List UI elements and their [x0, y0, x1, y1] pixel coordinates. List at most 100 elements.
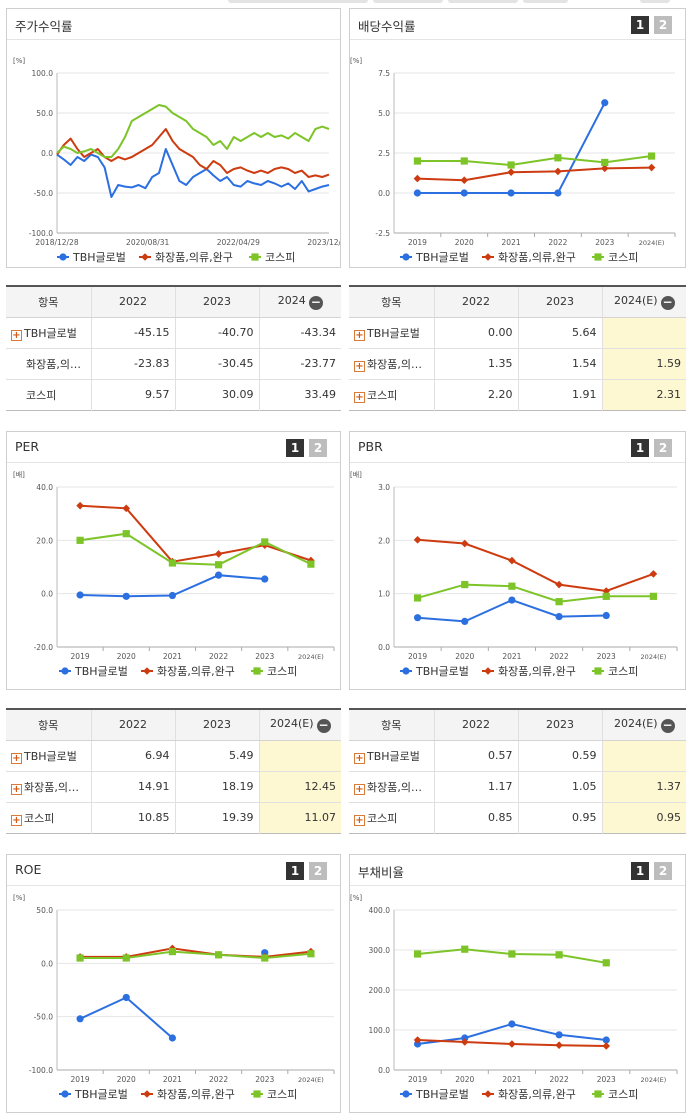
- pbr-chart: [배] 3.0 2.0 1.0 0.0 2019 2020 2021 2022 2023 2024(…: [350, 470, 678, 678]
- stock-return-panel: 주가수익률 [%] 100.0 50.0 0.0 -50.0 -100.0 2018/12/…: [6, 8, 351, 268]
- value-cell: [601, 740, 686, 772]
- x-tick-label: 2022: [209, 652, 228, 661]
- data-point-kospi: [413, 950, 422, 958]
- data-point-sector: [460, 539, 469, 548]
- chart-legend: TBH글로벌 화장품,의류,완구 코스피: [400, 1088, 638, 1101]
- legend-label-kospi: 코스피: [608, 1088, 638, 1101]
- page-2-button[interactable]: 2: [654, 862, 672, 880]
- series-sector: [413, 536, 658, 595]
- panel-title: ROE: [15, 862, 42, 877]
- page-1-button[interactable]: 1: [286, 862, 304, 880]
- y-tick-label: -2.5: [375, 229, 390, 238]
- value-cell: 19.39: [174, 802, 259, 833]
- debt-ratio-panel: 부채비율 1 2 [%] 400.0 300.0 200.0 100.0 0.0 2019 2…: [349, 854, 686, 1113]
- row-label-cell[interactable]: + TBH글로벌: [349, 317, 434, 349]
- data-point-sector: [554, 167, 562, 176]
- data-point-kospi: [508, 582, 516, 590]
- column-header: 2024−: [258, 286, 341, 318]
- page-1-button[interactable]: 1: [631, 16, 649, 34]
- y-unit-label: [%]: [350, 57, 362, 65]
- row-label-cell[interactable]: + 코스피: [6, 802, 91, 833]
- y-tick-label: 100.0: [369, 1026, 391, 1035]
- legend-marker-kospi: [594, 253, 602, 261]
- collapse-column-icon[interactable]: −: [308, 294, 323, 310]
- column-header: 2022: [90, 286, 175, 318]
- roe-header: ROE 1 2: [7, 855, 340, 886]
- data-point-kospi: [214, 561, 223, 569]
- page-2-button[interactable]: 2: [309, 439, 327, 457]
- x-tick-label: 2022: [548, 238, 567, 247]
- row-label-cell[interactable]: + 코스피: [349, 379, 434, 410]
- expand-row-icon[interactable]: +: [354, 391, 365, 403]
- row-label-cell[interactable]: + 코스피: [349, 802, 434, 833]
- row-label-cell[interactable]: + 화장품,의…: [6, 771, 91, 803]
- series-line-sector: [417, 166, 652, 182]
- series-line-sector: [56, 128, 330, 178]
- y-tick-label: 0.0: [378, 643, 390, 652]
- expand-row-icon[interactable]: +: [11, 752, 22, 764]
- expand-row-icon[interactable]: +: [354, 783, 365, 795]
- data-point-sector: [555, 1041, 563, 1049]
- row-label-cell[interactable]: + TBH글로벌: [6, 317, 91, 349]
- data-point-kospi: [602, 959, 610, 967]
- data-point-kospi: [261, 538, 269, 546]
- value-cell: 9.57: [90, 379, 175, 410]
- legend-marker-sector: [143, 667, 151, 675]
- column-header: 2024(E) −: [601, 709, 686, 741]
- x-tick-label: 2020: [455, 1075, 474, 1084]
- page-1-button[interactable]: 1: [631, 439, 649, 457]
- row-label-cell: 화장품,의…: [6, 348, 91, 380]
- expand-row-icon[interactable]: +: [11, 783, 22, 795]
- collapse-column-icon[interactable]: −: [316, 717, 331, 733]
- value-cell: 1.91: [517, 379, 602, 410]
- series-line-kospi: [56, 104, 330, 158]
- page-2-button[interactable]: 2: [309, 862, 327, 880]
- legend-marker-kospi: [251, 253, 259, 261]
- column-header: 항목: [6, 286, 91, 318]
- expand-row-icon[interactable]: +: [354, 360, 365, 372]
- value-cell: 0.57: [433, 740, 518, 772]
- column-header: 항목: [6, 709, 91, 741]
- data-point-sector: [122, 504, 131, 513]
- y-tick-label: -100.0: [29, 1066, 53, 1075]
- data-point-sector: [214, 550, 223, 558]
- column-header: 2022: [90, 709, 175, 741]
- page-2-button[interactable]: 2: [654, 439, 672, 457]
- y-tick-label: 3.0: [378, 483, 390, 492]
- expand-row-icon[interactable]: +: [11, 814, 22, 826]
- row-label: 화장품,의…: [26, 357, 81, 371]
- y-tick-label: 400.0: [369, 906, 391, 915]
- page-1-button[interactable]: 1: [286, 439, 304, 457]
- chart-legend: TBH글로벌 화장품,의류,완구 코스피: [400, 665, 638, 678]
- value-cell: -30.45: [174, 348, 259, 380]
- row-label-cell[interactable]: + TBH글로벌: [349, 740, 434, 772]
- column-header-label: 2023: [203, 718, 231, 732]
- y-tick-label: -50.0: [34, 189, 54, 198]
- value-cell: 1.35: [433, 348, 518, 380]
- expand-row-icon[interactable]: +: [11, 329, 22, 341]
- y-tick-label: 0.0: [378, 189, 390, 198]
- row-label-cell[interactable]: + 화장품,의…: [349, 771, 434, 803]
- series-tbh: [76, 949, 269, 1042]
- y-tick-label: 0.0: [41, 590, 53, 599]
- data-point-tbh: [461, 1034, 469, 1042]
- y-tick-label: -50.0: [34, 1013, 54, 1022]
- page-1-button[interactable]: 1: [631, 862, 649, 880]
- data-point-sector: [76, 501, 84, 510]
- row-label-cell[interactable]: + 화장품,의…: [349, 348, 434, 380]
- legend-label-sector: 화장품,의류,완구: [498, 665, 576, 678]
- expand-row-icon[interactable]: +: [354, 814, 365, 826]
- x-tick-label: 2021: [502, 652, 521, 661]
- expand-row-icon[interactable]: +: [354, 752, 365, 764]
- expand-row-icon[interactable]: +: [354, 329, 365, 341]
- series-line-tbh: [79, 996, 174, 1039]
- page-2-button[interactable]: 2: [654, 16, 672, 34]
- value-cell: 33.49: [258, 379, 341, 410]
- x-tick-label: 2022/04/29: [217, 238, 260, 247]
- row-label-cell[interactable]: + TBH글로벌: [6, 740, 91, 772]
- table-row: + TBH글로벌 0.00 5.64: [349, 317, 686, 349]
- data-point-tbh: [602, 611, 610, 620]
- value-cell: 0.59: [517, 740, 602, 772]
- collapse-column-icon[interactable]: −: [660, 717, 675, 733]
- collapse-column-icon[interactable]: −: [660, 294, 675, 310]
